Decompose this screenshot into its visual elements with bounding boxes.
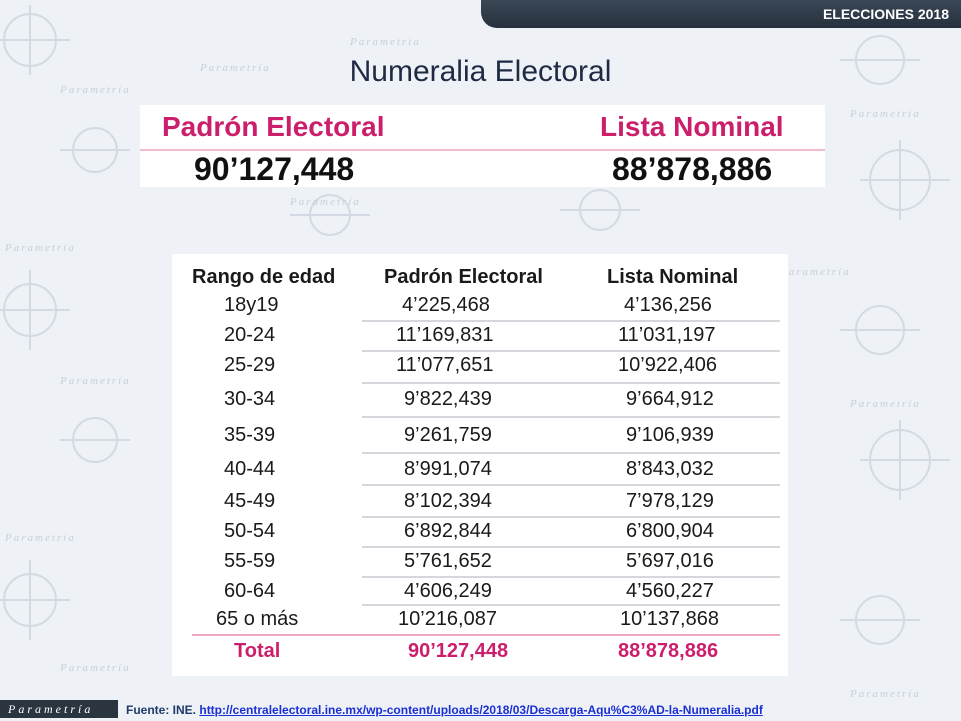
table-row: 20-24 11’169,831 11’031,197 xyxy=(172,320,788,350)
source-link[interactable]: http://centralelectoral.ine.mx/wp-conten… xyxy=(199,703,763,717)
watermark: Parametría xyxy=(60,662,131,674)
summary-panel: Padrón Electoral Lista Nominal 90’127,44… xyxy=(140,105,825,187)
lista-cell: 10’137,868 xyxy=(620,608,719,630)
age-range-cell: 50-54 xyxy=(224,520,276,542)
summary-divider xyxy=(140,149,825,151)
age-range-cell: 60-64 xyxy=(224,580,276,602)
lista-cell: 4’560,227 xyxy=(626,580,714,602)
row-divider xyxy=(362,604,780,606)
lista-cell: 4’136,256 xyxy=(624,294,712,316)
header-age-range: Rango de edad xyxy=(192,266,336,288)
total-padron: 90’127,448 xyxy=(408,640,509,662)
row-divider xyxy=(362,452,780,454)
padron-cell: 8’102,394 xyxy=(404,490,492,512)
table-row: 18y19 4’225,468 4’136,256 xyxy=(172,290,788,320)
age-range-cell: 45-49 xyxy=(224,490,276,512)
row-divider xyxy=(362,320,780,322)
watermark: Parametría xyxy=(850,108,921,120)
lista-cell: 10’922,406 xyxy=(618,354,717,376)
padron-cell: 11’077,651 xyxy=(396,354,494,376)
table-row: 25-29 11’077,651 10’922,406 xyxy=(172,350,788,380)
padron-cell: 4’225,468 xyxy=(402,294,490,316)
row-divider xyxy=(362,416,780,418)
padron-cell: 4’606,249 xyxy=(404,580,492,602)
padron-cell: 8’991,074 xyxy=(404,458,492,480)
table-row: 40-44 8’991,074 8’843,032 xyxy=(172,454,788,484)
age-range-cell: 20-24 xyxy=(224,324,276,346)
logo-text: Parametría xyxy=(8,702,94,716)
table-row: 60-64 4’606,249 4’560,227 xyxy=(172,576,788,606)
source-label: Fuente: INE. xyxy=(126,703,197,717)
padron-cell: 9’261,759 xyxy=(404,424,492,446)
lista-cell: 6’800,904 xyxy=(626,520,714,542)
watermark: Parametría xyxy=(60,84,131,96)
padron-cell: 6’892,844 xyxy=(404,520,492,542)
age-range-cell: 65 o más xyxy=(216,608,299,630)
table-row: 65 o más 10’216,087 10’137,868 xyxy=(172,604,788,634)
age-range-cell: 35-39 xyxy=(224,424,276,446)
source-note: Fuente: INE. http://centralelectoral.ine… xyxy=(126,703,763,717)
header-padron: Padrón Electoral xyxy=(384,266,543,288)
padron-value: 90’127,448 xyxy=(194,151,355,187)
row-divider xyxy=(362,484,780,486)
table-row-total: Total 90’127,448 88’878,886 xyxy=(172,636,788,666)
age-table: Rango de edad Padrón Electoral Lista Nom… xyxy=(172,254,788,676)
lista-cell: 7’978,129 xyxy=(626,490,714,512)
lista-value: 88’878,886 xyxy=(612,151,773,187)
padron-cell: 11’169,831 xyxy=(396,324,494,346)
age-range-cell: 30-34 xyxy=(224,388,276,410)
total-label: Total xyxy=(234,640,281,662)
padron-cell: 5’761,652 xyxy=(404,550,492,572)
padron-cell: 10’216,087 xyxy=(398,608,497,630)
watermark: Parametría xyxy=(200,62,271,74)
table-row: 30-34 9’822,439 9’664,912 xyxy=(172,384,788,414)
table-row: 45-49 8’102,394 7’978,129 xyxy=(172,486,788,516)
age-range-cell: 40-44 xyxy=(224,458,276,480)
table-row: 35-39 9’261,759 9’106,939 xyxy=(172,420,788,450)
watermark: Parametría xyxy=(290,196,361,208)
total-lista: 88’878,886 xyxy=(618,640,719,662)
total-divider xyxy=(192,634,780,636)
lista-cell: 5’697,016 xyxy=(626,550,714,572)
padron-label: Padrón Electoral xyxy=(162,111,385,142)
lista-cell: 9’106,939 xyxy=(626,424,714,446)
row-divider xyxy=(362,546,780,548)
padron-cell: 9’822,439 xyxy=(404,388,492,410)
watermark: Parametría xyxy=(350,36,421,48)
age-range-cell: 55-59 xyxy=(224,550,276,572)
header-banner: ELECCIONES 2018 xyxy=(481,0,961,28)
header-lista: Lista Nominal xyxy=(607,266,739,288)
watermark: Parametría xyxy=(850,688,921,700)
row-divider xyxy=(362,382,780,384)
watermark: Parametría xyxy=(850,398,921,410)
lista-cell: 8’843,032 xyxy=(626,458,714,480)
watermark: Parametría xyxy=(780,266,851,278)
age-range-cell: 18y19 xyxy=(224,294,279,316)
lista-label: Lista Nominal xyxy=(600,111,784,142)
watermark: Parametría xyxy=(5,242,76,254)
page-title: Numeralia Electoral xyxy=(349,55,612,88)
row-divider xyxy=(362,350,780,352)
table-row: 55-59 5’761,652 5’697,016 xyxy=(172,546,788,576)
footer-logo: Parametría xyxy=(0,700,118,718)
lista-cell: 9’664,912 xyxy=(626,388,714,410)
banner-label: ELECCIONES 2018 xyxy=(822,6,949,22)
row-divider xyxy=(362,516,780,518)
table-row: 50-54 6’892,844 6’800,904 xyxy=(172,516,788,546)
watermark: Parametría xyxy=(60,375,131,387)
row-divider xyxy=(362,576,780,578)
age-range-cell: 25-29 xyxy=(224,354,276,376)
lista-cell: 11’031,197 xyxy=(618,324,716,346)
watermark: Parametría xyxy=(5,532,76,544)
